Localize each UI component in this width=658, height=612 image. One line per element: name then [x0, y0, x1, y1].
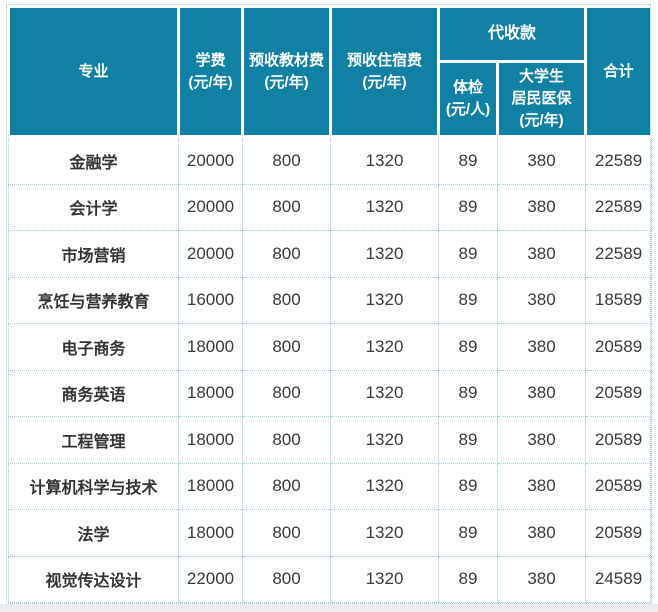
accommodation-fee-cell: 1320 — [330, 230, 439, 278]
major-cell: 市场营销 — [8, 230, 179, 278]
accommodation-fee-cell: 1320 — [330, 555, 439, 603]
table-row: 市场营销 20000 800 1320 89 380 22589 — [8, 230, 653, 278]
textbook-fee-cell: 800 — [242, 462, 331, 510]
major-cell: 工程管理 — [8, 416, 179, 464]
tuition-cell: 18000 — [178, 509, 243, 557]
major-cell: 商务英语 — [8, 369, 179, 417]
accommodation-fee-cell: 1320 — [330, 183, 439, 231]
insurance-cell: 380 — [496, 555, 587, 603]
total-cell: 20589 — [585, 462, 653, 510]
major-cell: 会计学 — [8, 183, 179, 231]
bottom-strip — [0, 604, 658, 612]
textbook-fee-cell: 800 — [242, 136, 331, 185]
table-row: 计算机科学与技术 18000 800 1320 89 380 20589 — [8, 462, 653, 510]
header-tuition: 学费 (元/年) — [177, 5, 244, 138]
accommodation-fee-cell: 1320 — [330, 276, 439, 324]
accommodation-fee-cell: 1320 — [330, 136, 439, 185]
insurance-cell: 380 — [496, 230, 587, 278]
table-row: 工程管理 18000 800 1320 89 380 20589 — [8, 416, 653, 464]
tuition-cell: 20000 — [178, 230, 243, 278]
tuition-cell: 18000 — [178, 416, 243, 464]
total-cell: 22589 — [585, 136, 653, 185]
header-major: 专业 — [7, 5, 180, 138]
accommodation-fee-cell: 1320 — [330, 369, 439, 417]
insurance-cell: 380 — [496, 136, 587, 185]
accommodation-fee-cell: 1320 — [330, 323, 439, 371]
header-collection-group: 代收款 — [436, 5, 588, 63]
tuition-cell: 20000 — [178, 183, 243, 231]
header-total: 合计 — [584, 5, 654, 138]
major-cell: 烹饪与营养教育 — [8, 276, 179, 324]
total-cell: 22589 — [585, 183, 653, 231]
textbook-fee-cell: 800 — [242, 183, 331, 231]
textbook-fee-cell: 800 — [242, 416, 331, 464]
accommodation-fee-cell: 1320 — [330, 509, 439, 557]
insurance-cell: 380 — [496, 369, 587, 417]
insurance-cell: 380 — [496, 183, 587, 231]
table-body: 金融学 20000 800 1320 89 380 22589 会计学 2000… — [8, 136, 653, 603]
major-cell: 法学 — [8, 509, 179, 557]
textbook-fee-cell: 800 — [242, 276, 331, 324]
total-cell: 18589 — [585, 276, 653, 324]
header-textbook-fee: 预收教材费 (元/年) — [241, 5, 332, 138]
table-row: 视觉传达设计 22000 800 1320 89 380 24589 — [8, 555, 653, 603]
accommodation-fee-cell: 1320 — [330, 416, 439, 464]
textbook-fee-cell: 800 — [242, 230, 331, 278]
table-row: 电子商务 18000 800 1320 89 380 20589 — [8, 323, 653, 371]
insurance-cell: 380 — [496, 509, 587, 557]
header-physical-exam: 体检 (元/人) — [437, 60, 499, 138]
insurance-cell: 380 — [496, 462, 587, 510]
header-accommodation-fee: 预收住宿费 (元/年) — [329, 5, 440, 138]
major-cell: 计算机科学与技术 — [8, 462, 179, 510]
fee-table: 专业 学费 (元/年) 预收教材费 (元/年) 预收住宿费 (元/年) — [7, 5, 654, 603]
physical-exam-cell: 89 — [438, 509, 498, 557]
total-cell: 20589 — [585, 323, 653, 371]
physical-exam-cell: 89 — [438, 462, 498, 510]
insurance-cell: 380 — [496, 276, 587, 324]
table-row: 商务英语 18000 800 1320 89 380 20589 — [8, 369, 653, 417]
fee-table-wrap: 专业 学费 (元/年) 预收教材费 (元/年) 预收住宿费 (元/年) — [6, 4, 654, 604]
insurance-cell: 380 — [496, 323, 587, 371]
major-cell: 金融学 — [8, 136, 179, 185]
tuition-cell: 18000 — [178, 462, 243, 510]
physical-exam-cell: 89 — [438, 416, 498, 464]
tuition-cell: 18000 — [178, 369, 243, 417]
total-cell: 22589 — [585, 230, 653, 278]
textbook-fee-cell: 800 — [242, 509, 331, 557]
tuition-cell: 16000 — [178, 276, 243, 324]
table-row: 法学 18000 800 1320 89 380 20589 — [8, 509, 653, 557]
textbook-fee-cell: 800 — [242, 323, 331, 371]
major-cell: 电子商务 — [8, 323, 179, 371]
physical-exam-cell: 89 — [438, 230, 498, 278]
textbook-fee-cell: 800 — [242, 555, 331, 603]
table-header: 专业 学费 (元/年) 预收教材费 (元/年) 预收住宿费 (元/年) — [7, 5, 654, 138]
insurance-cell: 380 — [496, 416, 587, 464]
physical-exam-cell: 89 — [438, 369, 498, 417]
header-major-label: 专业 — [78, 62, 109, 80]
total-cell: 20589 — [585, 509, 653, 557]
physical-exam-cell: 89 — [438, 323, 498, 371]
table-row: 金融学 20000 800 1320 89 380 22589 — [8, 136, 653, 185]
total-cell: 20589 — [585, 416, 653, 464]
tuition-cell: 20000 — [178, 136, 243, 185]
total-cell: 20589 — [585, 369, 653, 417]
physical-exam-cell: 89 — [438, 136, 498, 185]
textbook-fee-cell: 800 — [242, 369, 331, 417]
major-cell: 视觉传达设计 — [8, 555, 179, 603]
physical-exam-cell: 89 — [438, 555, 498, 603]
tuition-cell: 18000 — [178, 323, 243, 371]
table-row: 会计学 20000 800 1320 89 380 22589 — [8, 183, 653, 231]
physical-exam-cell: 89 — [438, 183, 498, 231]
tuition-cell: 22000 — [178, 555, 243, 603]
physical-exam-cell: 89 — [438, 276, 498, 324]
header-student-insurance: 大学生 居民医保 (元/年) — [495, 60, 588, 138]
accommodation-fee-cell: 1320 — [330, 462, 439, 510]
total-cell: 24589 — [585, 555, 653, 603]
table-row: 烹饪与营养教育 16000 800 1320 89 380 18589 — [8, 276, 653, 324]
